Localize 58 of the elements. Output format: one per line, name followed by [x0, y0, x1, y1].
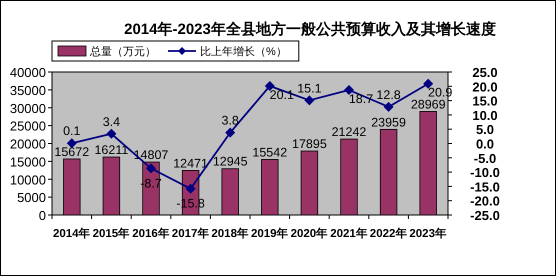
- y2-tick-label: -10.0: [470, 165, 500, 180]
- x-tick-label: 2019年: [251, 226, 289, 240]
- y-tick-label: 0: [38, 208, 46, 223]
- point: [384, 102, 394, 112]
- y-tick-label: 35000: [10, 82, 46, 98]
- data-label: 15672: [54, 144, 90, 159]
- x-tick-label: 2022年: [370, 226, 408, 240]
- y2-tick-label: 20.0: [472, 79, 498, 94]
- data-label: 12471: [173, 156, 208, 170]
- y2-tick-label: 0.0: [476, 136, 494, 152]
- legend-label: 比上年增长（%）: [200, 45, 287, 58]
- y2-tick-label: 5.0: [476, 122, 494, 138]
- point: [264, 81, 275, 92]
- data-label: 15542: [252, 145, 288, 160]
- data-label: 23959: [371, 115, 406, 130]
- point: [146, 163, 156, 174]
- data-label: 12945: [212, 154, 248, 169]
- y-tick-label: 30000: [10, 100, 46, 116]
- legend-label: 总量（万元）: [89, 45, 156, 58]
- x-tick-label: 2014年: [53, 226, 91, 240]
- x-tick-label: 2018年: [211, 226, 249, 240]
- data-label: 15.1: [297, 81, 322, 96]
- x-tick-label: 2020年: [290, 226, 328, 240]
- data-label: 3.4: [102, 114, 120, 129]
- y2-tick-label: 10.0: [472, 108, 498, 123]
- point: [423, 78, 434, 89]
- y2-tick-label: -25.0: [470, 208, 500, 223]
- data-label: 18.7: [348, 92, 374, 106]
- y-tick-label: 20000: [10, 136, 46, 152]
- data-label: 12.8: [376, 88, 401, 102]
- y2-tick-label: 15.0: [472, 94, 498, 109]
- data-label: 16211: [94, 143, 128, 158]
- x-tick-label: 2021年: [330, 226, 368, 240]
- y-tick-label: 25000: [10, 118, 46, 134]
- data-label: 20.1: [270, 88, 294, 102]
- data-label: 0.1: [63, 124, 81, 138]
- y-tick-label: 5000: [17, 190, 46, 206]
- data-label: 28969: [410, 97, 446, 112]
- data-label: 3.8: [222, 114, 239, 128]
- data-label: 21242: [332, 125, 366, 140]
- x-tick-label: 2015年: [92, 226, 130, 240]
- y-tick-label: 40000: [10, 65, 46, 80]
- y2-tick-label: -20.0: [470, 194, 500, 209]
- y-tick-label: 15000: [10, 154, 46, 170]
- data-label: 17895: [292, 137, 327, 152]
- x-tick-label: 2017年: [172, 226, 210, 240]
- point: [106, 128, 116, 139]
- point: [225, 128, 236, 138]
- x-tick-label: 2023年: [409, 226, 447, 240]
- chart-title: 2014年-2023年全县地方一般公共预算收入及其增长速度: [124, 20, 496, 38]
- point: [186, 184, 196, 194]
- point: [344, 85, 354, 96]
- y2-tick-label: -5.0: [474, 150, 496, 166]
- y2-tick-label: 25.0: [472, 65, 498, 80]
- x-tick-label: 2016年: [132, 226, 170, 240]
- y-tick-label: 10000: [10, 172, 46, 188]
- point: [304, 95, 314, 106]
- y2-tick-label: -15.0: [470, 179, 500, 194]
